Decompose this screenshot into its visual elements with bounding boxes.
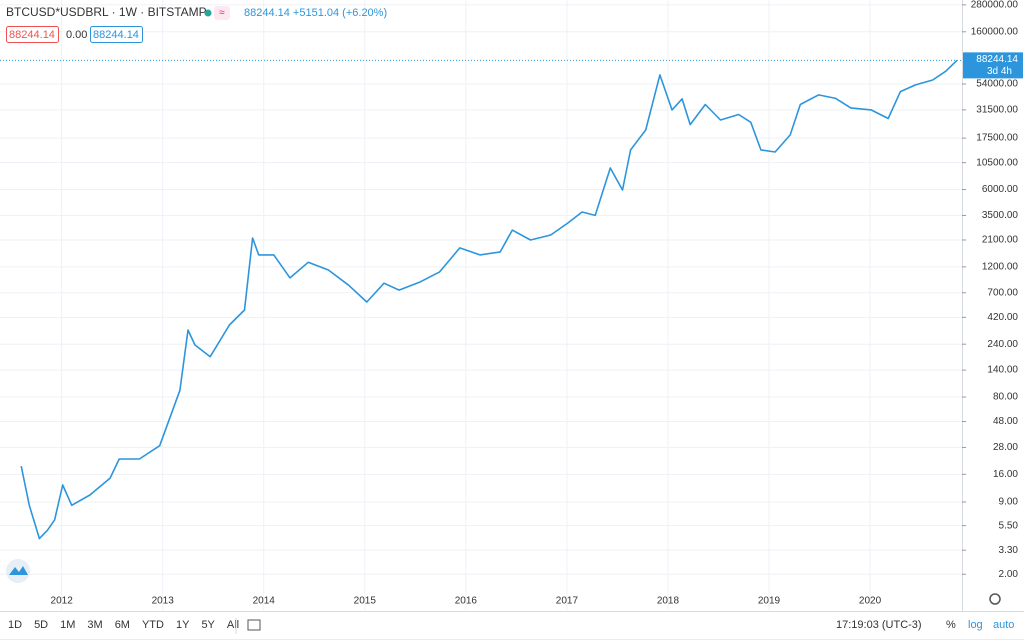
range-button[interactable]: YTD: [142, 619, 164, 631]
price-line: [20, 59, 958, 540]
range-button[interactable]: All: [227, 619, 239, 631]
scale-option[interactable]: %: [946, 619, 956, 631]
scale-option[interactable]: auto: [993, 619, 1014, 631]
y-tick-label: 6000.00: [982, 184, 1019, 195]
y-tick-label: 5.50: [999, 520, 1019, 531]
clock: 17:19:03 (UTC-3): [836, 619, 922, 631]
y-tick-label: 280000.00: [971, 0, 1019, 11]
y-tick-label: 140.00: [987, 365, 1018, 376]
last-price-label: 88244.14: [976, 54, 1018, 65]
x-tick-label: 2018: [657, 596, 680, 607]
y-tick-label: 10500.00: [976, 157, 1018, 168]
scale-option[interactable]: log: [968, 619, 983, 631]
y-tick-label: 700.00: [987, 287, 1018, 298]
date-range-icon[interactable]: [247, 619, 261, 631]
y-tick-label: 420.00: [987, 312, 1018, 323]
range-button[interactable]: 5D: [34, 619, 48, 631]
y-tick-label: 9.00: [999, 497, 1019, 508]
x-tick-label: 2015: [354, 596, 377, 607]
y-tick-label: 3500.00: [982, 210, 1019, 221]
x-tick-label: 2016: [455, 596, 478, 607]
x-tick-label: 2012: [51, 596, 74, 607]
settings-icon[interactable]: [989, 593, 1001, 605]
x-tick-label: 2017: [556, 596, 579, 607]
y-tick-label: 80.00: [993, 392, 1018, 403]
box-close-text: 88244.14: [93, 29, 139, 41]
y-tick-label: 2100.00: [982, 235, 1019, 246]
y-tick-label: 1200.00: [982, 262, 1019, 273]
x-tick-label: 2013: [152, 596, 175, 607]
y-tick-label: 28.00: [993, 442, 1018, 453]
range-button[interactable]: 1D: [8, 619, 22, 631]
range-button[interactable]: 3M: [87, 619, 102, 631]
range-button[interactable]: 6M: [115, 619, 130, 631]
y-tick-label: 17500.00: [976, 133, 1018, 144]
header-quote: 88244.14 +5151.04 (+6.20%): [244, 7, 387, 19]
x-tick-label: 2014: [253, 596, 276, 607]
plot: [0, 0, 962, 610]
y-tick-label: 3.30: [999, 545, 1019, 556]
range-button[interactable]: 1Y: [176, 619, 190, 631]
status-badge-icon: ≈: [219, 8, 225, 19]
last-price-tag: [963, 52, 1023, 79]
x-tick-label: 2020: [859, 596, 882, 607]
y-tick-label: 54000.00: [976, 79, 1018, 90]
status-dot: [204, 9, 212, 17]
y-tick-label: 240.00: [987, 339, 1018, 350]
status-badge: [214, 6, 230, 20]
countdown-label: 3d 4h: [987, 66, 1012, 77]
y-tick-label: 2.00: [999, 569, 1019, 580]
range-button[interactable]: 5Y: [201, 619, 215, 631]
box-open-text: 88244.14: [9, 29, 55, 41]
y-tick-label: 48.00: [993, 416, 1018, 427]
box-open: [6, 26, 59, 43]
range-button[interactable]: 1M: [60, 619, 75, 631]
logo: [6, 559, 30, 583]
x-tick-label: 2019: [758, 596, 781, 607]
box-close: [90, 26, 143, 43]
y-tick-label: 16.00: [993, 469, 1018, 480]
box-mid-text: 0.00: [66, 29, 87, 41]
y-tick-label: 31500.00: [976, 105, 1018, 116]
symbol-title: BTCUSD*USDBRL · 1W · BITSTAMP: [6, 5, 207, 19]
y-tick-label: 160000.00: [971, 26, 1019, 37]
